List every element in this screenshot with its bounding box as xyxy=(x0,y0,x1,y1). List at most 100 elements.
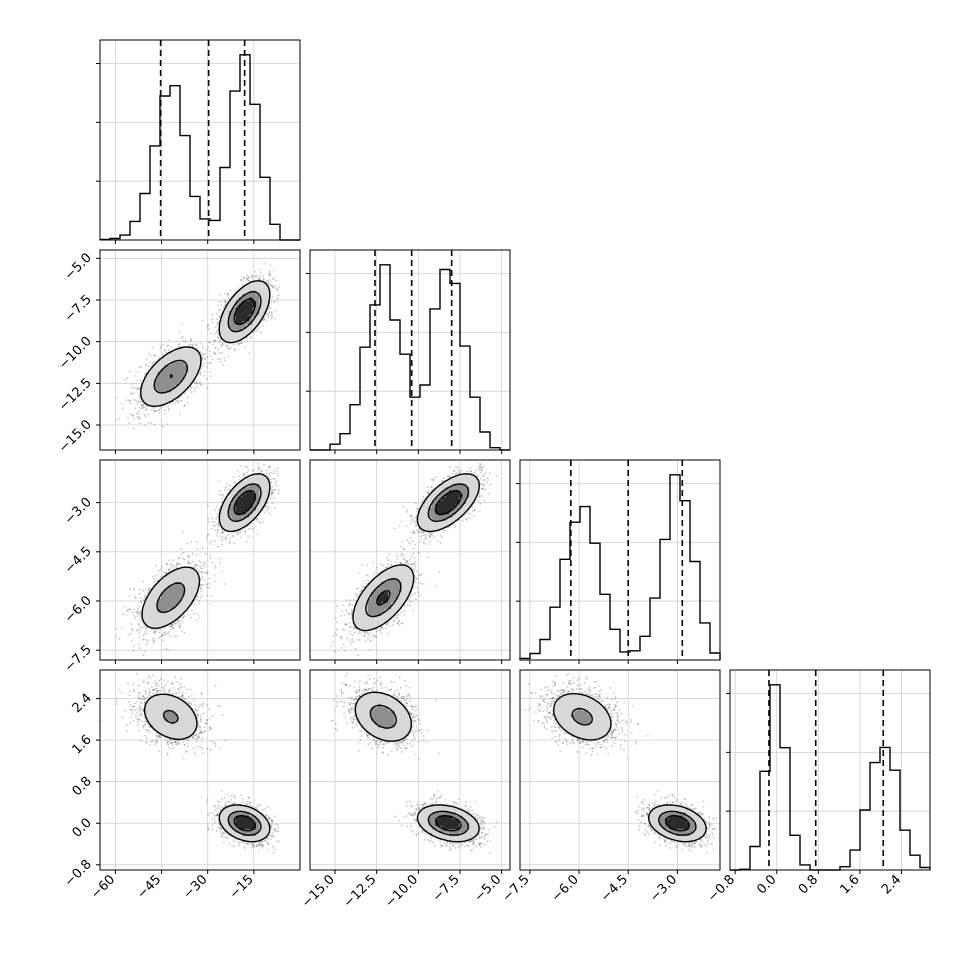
sample-point xyxy=(205,572,208,574)
density-cell xyxy=(242,314,247,319)
density-cell xyxy=(167,372,172,376)
sample-point xyxy=(270,284,273,287)
density-cell xyxy=(259,294,264,298)
sample-point xyxy=(278,286,280,288)
sample-point xyxy=(216,321,219,323)
density-cell xyxy=(171,368,175,373)
density-cell xyxy=(259,307,264,312)
density-cell xyxy=(191,375,196,380)
contour-line-level-2 xyxy=(153,291,262,394)
density-cell xyxy=(171,358,175,363)
sample-point xyxy=(209,375,212,378)
sample-point xyxy=(200,351,202,353)
sample-point xyxy=(127,422,130,424)
sample-point xyxy=(138,588,141,591)
sample-point xyxy=(197,613,200,616)
density-cell xyxy=(167,375,172,380)
density-cell xyxy=(242,331,247,336)
sample-point xyxy=(218,309,221,312)
sample-point xyxy=(199,571,201,574)
sample-point xyxy=(167,632,170,635)
sample-point xyxy=(142,403,145,405)
sample-point xyxy=(221,543,224,546)
sample-point xyxy=(246,278,249,281)
sample-point xyxy=(227,534,229,537)
sample-point xyxy=(269,478,272,481)
contour-line-level-3 xyxy=(169,298,256,379)
sample-point xyxy=(170,628,173,631)
sample-point xyxy=(206,594,208,597)
sample-point xyxy=(207,533,210,536)
sample-point xyxy=(169,625,172,628)
sample-point xyxy=(255,276,257,278)
sample-point xyxy=(219,558,222,560)
density-cell xyxy=(174,365,179,370)
density-cell xyxy=(177,372,182,376)
density-cell xyxy=(171,372,175,376)
sample-point xyxy=(139,628,141,631)
sample-point xyxy=(186,395,189,398)
sample-point xyxy=(224,299,226,302)
density-cell xyxy=(238,300,243,305)
sample-point xyxy=(175,399,178,402)
density-cell xyxy=(150,368,155,373)
density-cell xyxy=(181,378,186,383)
sample-point xyxy=(273,300,276,303)
sample-point xyxy=(202,347,204,350)
sample-point xyxy=(223,306,225,309)
sample-point xyxy=(142,634,145,637)
sample-point xyxy=(155,410,158,413)
sample-point xyxy=(203,375,206,377)
sample-point xyxy=(144,364,147,366)
sample-point xyxy=(240,278,243,281)
sample-point xyxy=(247,528,250,530)
density-cell xyxy=(235,294,240,298)
sample-point xyxy=(262,318,265,321)
sample-point xyxy=(144,595,146,598)
sample-point xyxy=(164,409,167,412)
density-cell xyxy=(147,402,152,407)
density-cell xyxy=(222,314,226,319)
sample-point xyxy=(170,625,173,627)
sample-point xyxy=(276,300,279,303)
sample-point xyxy=(131,629,134,632)
sample-point xyxy=(199,371,202,374)
sample-point xyxy=(136,379,139,382)
sample-point xyxy=(205,362,208,364)
sample-point xyxy=(219,293,222,296)
density-cell xyxy=(154,402,159,407)
sample-point xyxy=(140,601,143,604)
sample-point xyxy=(218,508,220,511)
sample-point xyxy=(164,572,167,574)
density-cell xyxy=(242,304,247,309)
density-cell xyxy=(184,378,189,383)
density-cell xyxy=(242,311,247,315)
sample-point xyxy=(146,357,148,360)
density-cell xyxy=(147,378,152,383)
density-cell xyxy=(147,399,152,403)
sample-point xyxy=(136,615,139,617)
density-cell xyxy=(225,338,230,342)
sample-point xyxy=(136,416,139,419)
sample-point xyxy=(215,506,218,508)
sample-point xyxy=(136,609,139,612)
density-cell xyxy=(255,297,260,302)
density-cell xyxy=(242,317,247,322)
sample-point xyxy=(188,343,191,346)
density-cell xyxy=(161,368,165,373)
sample-point xyxy=(163,632,166,634)
sample-point xyxy=(267,284,270,286)
sample-point xyxy=(115,419,118,421)
sample-point xyxy=(214,564,216,567)
sample-point xyxy=(151,346,154,349)
sample-point xyxy=(188,561,191,564)
density-cell xyxy=(140,392,145,397)
density-cell xyxy=(259,314,264,319)
sample-point xyxy=(276,485,279,487)
sample-point xyxy=(196,564,199,567)
sample-point xyxy=(270,497,273,500)
panel-frame-r1-c0 xyxy=(99,249,301,451)
sample-point xyxy=(138,592,141,595)
density-cell xyxy=(225,331,230,336)
density-cell xyxy=(164,368,169,373)
